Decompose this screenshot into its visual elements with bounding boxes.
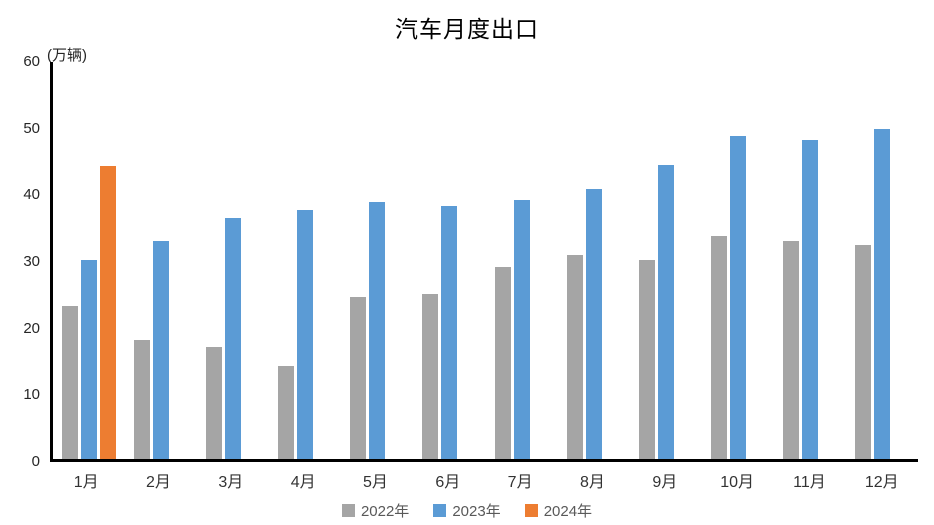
chart-title: 汽车月度出口 (395, 17, 539, 43)
y-tick-label-10: 10 (23, 386, 40, 404)
legend-label-2024年: 2024年 (543, 503, 593, 520)
x-tick-label-7月: 7月 (507, 474, 533, 491)
bar-2022年-12月 (854, 245, 871, 459)
x-tick-label-4月: 4月 (290, 474, 316, 491)
legend-item-2022年: 2022年 (341, 500, 410, 521)
bar-2023年-7月 (513, 199, 530, 459)
category-group-5月 (341, 62, 413, 459)
y-tick-label-60: 60 (23, 53, 40, 70)
legend-label-2022年: 2022年 (360, 503, 410, 520)
category-group-9月 (630, 62, 702, 459)
category-group-1月 (53, 62, 125, 459)
x-axis-labels: 1月 2月 3月 4月 5月 6月 7月 8月 9月 10月 11月 12月 (50, 468, 918, 492)
x-tick-label-3月: 3月 (218, 474, 244, 491)
bar-2022年-11月 (782, 241, 799, 459)
category-group-4月 (269, 62, 341, 459)
bar-2023年-11月 (801, 140, 818, 459)
x-tick-label-9月: 9月 (652, 474, 678, 491)
x-tick-label-1月: 1月 (73, 474, 99, 491)
y-tick-label-50: 50 (23, 119, 40, 137)
legend-swatch-2023年 (433, 504, 447, 517)
y-tick-label-20: 20 (23, 319, 40, 337)
plot-area (50, 62, 918, 462)
bar-2022年-10月 (710, 236, 727, 459)
category-group-11月 (774, 62, 846, 459)
bar-2023年-8月 (585, 189, 602, 459)
bar-2023年-5月 (369, 201, 386, 459)
x-tick-label-5月: 5月 (363, 474, 388, 491)
x-tick-label-2月: 2月 (146, 474, 171, 491)
x-tick-label-12月: 12月 (864, 474, 899, 491)
category-group-6月 (413, 62, 485, 459)
category-group-12月 (846, 62, 918, 459)
legend-item-2024年: 2024年 (524, 500, 593, 521)
category-group-10月 (702, 62, 774, 459)
category-group-3月 (197, 62, 269, 459)
legend-label-2023年: 2023年 (452, 503, 501, 520)
category-group-7月 (485, 62, 557, 459)
category-group-8月 (558, 62, 630, 459)
x-tick-label-6月: 6月 (435, 474, 461, 491)
bar-2023年-3月 (225, 218, 242, 459)
bar-2022年-8月 (566, 255, 583, 459)
bar-2022年-4月 (278, 365, 295, 459)
bar-2023年-4月 (297, 210, 314, 459)
bar-2022年-9月 (638, 259, 655, 459)
bar-2022年-1月 (62, 306, 79, 459)
bar-2023年-12月 (873, 128, 890, 459)
legend-swatch-2022年 (341, 504, 355, 517)
bar-2023年-1月 (81, 259, 98, 459)
x-tick-label-10月: 10月 (720, 474, 755, 491)
x-tick-label-11月: 11月 (793, 474, 826, 491)
legend-item-2023年: 2023年 (433, 500, 501, 521)
x-tick-label-8月: 8月 (580, 474, 605, 491)
bar-2022年-6月 (422, 294, 439, 459)
bar-2023年-2月 (153, 241, 170, 459)
category-group-2月 (125, 62, 197, 459)
y-tick-label-30: 30 (23, 253, 40, 270)
legend-swatch-2024年 (524, 504, 538, 517)
bar-2023年-6月 (441, 206, 458, 459)
y-tick-label-40: 40 (23, 186, 40, 204)
legend: 2022年 2023年 2024年 (0, 500, 934, 521)
y-tick-label-0: 0 (31, 453, 40, 470)
bar-2023年-10月 (729, 136, 746, 459)
bar-2022年-3月 (206, 346, 223, 459)
bar-2022年-7月 (494, 267, 511, 459)
bar-2022年-2月 (134, 339, 151, 459)
bar-2023年-9月 (657, 165, 674, 459)
bar-2024年-1月 (100, 165, 117, 459)
y-axis-unit-label: (万辆) (47, 47, 87, 64)
bar-2022年-5月 (350, 296, 367, 459)
